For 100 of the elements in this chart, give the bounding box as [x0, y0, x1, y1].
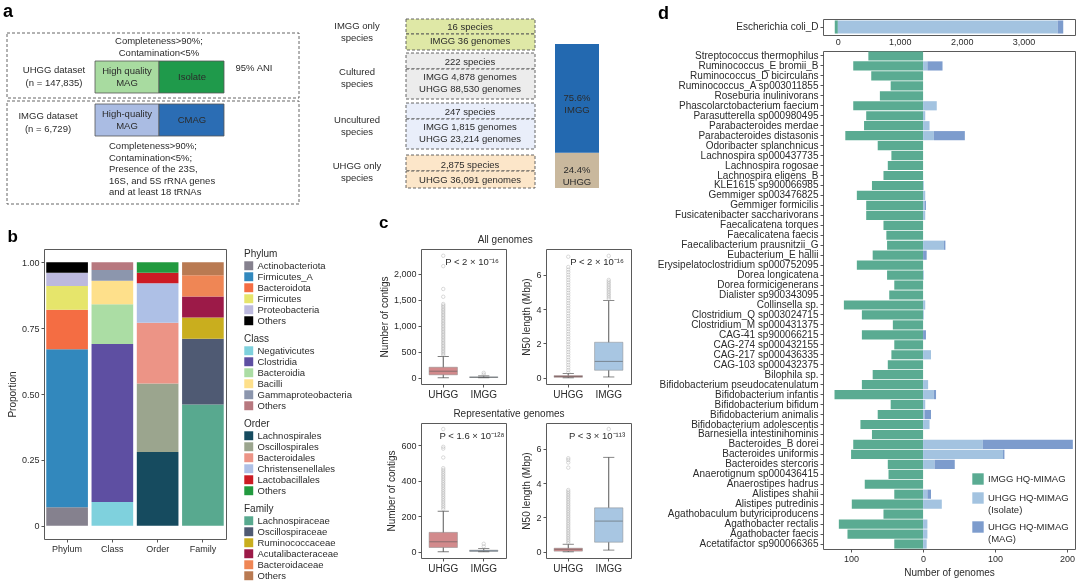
text: 95% ANI	[235, 62, 273, 73]
x-axis-title: Number of genomes	[904, 566, 995, 578]
chart-subtitle: Representative genomes	[453, 407, 565, 419]
category-label: Phylum	[244, 248, 278, 259]
x-tick-label: 3,000	[1012, 36, 1036, 47]
bar	[923, 240, 944, 250]
legend-label: Others	[257, 314, 287, 326]
y-tick-label: 2	[536, 512, 542, 523]
data-label: 24.4%	[563, 164, 592, 176]
y-tick-label: Anaerostipes hadrus	[726, 478, 819, 490]
text: IMGG 1,815 genomes UHGG 23,214 genomes	[419, 121, 522, 144]
category-label: Family	[244, 503, 274, 514]
text: 222 species	[444, 56, 496, 67]
y-tick-label: 0	[411, 373, 417, 384]
legend-label: Bacteroidota	[257, 281, 312, 293]
text: Completeness>90%; Contamination<5%	[115, 35, 203, 58]
y-tick-label: Gemmiger formicilis	[730, 199, 819, 211]
x-tick-label: Phylum	[52, 543, 83, 554]
text: (n = 147,835)	[25, 77, 83, 88]
y-tick-label: 1.00	[21, 257, 40, 268]
y-tick-label: Bifidobacterium infantis	[715, 388, 819, 400]
series-label: IMGG	[564, 104, 590, 116]
y-tick-label: Bacteroides stercoris	[725, 458, 819, 470]
legend-label: Firmicutes_A	[257, 270, 314, 282]
y-tick-label: Dorea formicigenerans	[717, 279, 819, 291]
legend-label: Bacteroidaceae	[257, 558, 324, 570]
annotation: P < 2 × 10⁻¹⁶	[445, 256, 499, 267]
bar	[927, 61, 943, 71]
y-tick-label: Roseburia inulinivorans	[714, 89, 819, 101]
x-tick-label: IMGG	[595, 388, 623, 400]
y-tick-label: Dorea longicatena	[737, 269, 819, 281]
annotation: P < 1.6 × 10⁻¹²⁸	[439, 430, 505, 441]
y-tick-label: 0	[536, 373, 542, 384]
text: (n = 6,729)	[24, 123, 72, 134]
text: UHGG 36,091 genomes	[419, 174, 522, 185]
bar	[923, 330, 926, 340]
text: Completeness>90%; Contamination<5%; Presence of the 23S, 16S, and 5S rRNA genes and at least 18 tRNAs	[109, 140, 216, 198]
legend-label: Clostridia	[257, 355, 298, 367]
y-axis-title: N50 length (Mbp)	[521, 278, 533, 356]
text: IMGG 4,878 genomes UHGG 88,530 genomes	[419, 71, 522, 94]
text: High-quality MAG	[101, 108, 153, 131]
y-tick-label: 0.75	[21, 323, 40, 334]
legend-label: Bacilli	[257, 377, 283, 389]
chart-subtitle: All genomes	[477, 233, 533, 245]
y-tick-label: Ruminococcus_D bicirculans	[690, 69, 819, 81]
y-axis-title: Number of contigs	[386, 450, 398, 532]
legend-label: UHGG HQ-MIMAG (Isolate)	[988, 492, 1069, 515]
text: d	[658, 3, 669, 23]
x-tick-label: IMGG	[470, 562, 498, 574]
y-tick-label: Lachnospira sp000437735	[700, 149, 819, 161]
y-tick-label: 1,000	[393, 321, 417, 332]
y-tick-label: Faecalicatena faecis	[727, 229, 819, 241]
legend-label: Bacteroidales	[257, 451, 316, 463]
text: UHGG dataset	[22, 64, 86, 75]
y-tick-label: 400	[401, 476, 417, 487]
bar	[924, 409, 931, 420]
y-tick-label: Faecalibacterium prausnitzii_G	[681, 239, 819, 251]
legend-label: Acutalibacteraceae	[257, 547, 339, 559]
y-tick-label: Escherichia coli_D	[736, 21, 819, 32]
legend-label: Oscillospiraceae	[257, 525, 328, 537]
y-tick-label: Erysipelatoclostridium sp000752095	[657, 259, 819, 271]
y-tick-label: Phascolarctobacterium faecium	[678, 99, 819, 111]
bar	[1057, 20, 1064, 34]
y-tick-label: 0.25	[21, 455, 40, 466]
y-tick-label: Bacteroides uniformis	[722, 448, 819, 460]
y-axis-title: Proportion	[6, 371, 18, 418]
y-tick-label: Odoribacter splanchnicus	[705, 139, 819, 151]
y-tick-label: Ruminococcus_A sp003011855	[678, 79, 819, 91]
legend-label: Gammaproteobacteria	[257, 388, 353, 400]
text: Isolate	[178, 71, 206, 82]
x-tick-label: IMGG	[470, 388, 498, 400]
y-tick-label: CAG-274 sp000432155	[713, 338, 819, 350]
y-tick-label: 600	[401, 440, 417, 451]
y-tick-label: 0.50	[21, 389, 40, 400]
y-tick-label: 6	[536, 270, 542, 281]
annotation: P < 2 × 10⁻¹⁶	[570, 256, 624, 267]
y-tick-label: 0	[34, 521, 40, 532]
y-tick-label: CAG-217 sp000436335	[713, 348, 819, 360]
legend-label: Others	[257, 399, 287, 411]
y-tick-label: CAG-103 sp000432375	[713, 358, 819, 370]
bar	[834, 20, 838, 34]
text: Uncultured species	[334, 114, 380, 137]
legend-label: Firmicutes	[257, 292, 302, 304]
y-tick-label: Bifidobacterium animalis	[710, 408, 819, 420]
x-tick-label: 100	[988, 553, 1004, 564]
y-tick-label: Gemmiger sp003476825	[708, 189, 819, 201]
legend-label: Oscillospirales	[257, 440, 319, 452]
x-tick-label: UHGG	[428, 388, 459, 400]
category-label: Class	[244, 333, 270, 344]
x-tick-label: 1,000	[889, 36, 912, 47]
x-tick-label: UHGG	[553, 562, 584, 574]
y-tick-label: 500	[401, 347, 417, 358]
y-tick-label: Streptococcus thermophilus	[695, 49, 819, 61]
legend-label: Lachnospiraceae	[257, 514, 330, 526]
legend-label: UHGG HQ-MIMAG (MAG)	[988, 521, 1069, 544]
y-tick-label: 200	[401, 511, 417, 522]
text: CMAG	[177, 114, 207, 125]
y-tick-label: Bifidobacterium pseudocatenulatum	[659, 378, 819, 390]
y-tick-label: Barnesiella intestinihominis	[697, 428, 819, 440]
legend-label: Ruminococcaceae	[257, 536, 336, 548]
